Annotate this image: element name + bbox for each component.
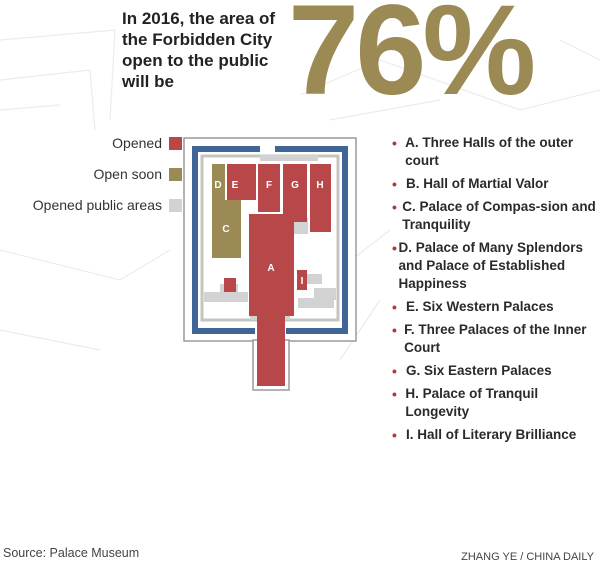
bullet-icon: •: [392, 386, 397, 402]
public-area: [302, 274, 322, 284]
key-text: I. Hall of Literary Brilliance: [406, 427, 577, 442]
bullet-icon: •: [392, 299, 397, 315]
public-area: [298, 298, 334, 308]
region-g: [283, 164, 307, 222]
legend: Opened Open soon Opened public areas: [0, 134, 182, 227]
region-a-south: [257, 316, 285, 386]
bullet-icon: •: [392, 427, 397, 443]
bullet-icon: •: [392, 199, 397, 215]
list-item: • H. Palace of Tranquil Longevity: [392, 385, 597, 421]
map-label-e: E: [232, 180, 239, 191]
legend-swatch-opened: [169, 136, 182, 150]
moat-wall: [192, 328, 255, 334]
legend-label: Opened: [112, 135, 162, 151]
moat-wall: [192, 146, 260, 152]
bullet-icon: •: [392, 322, 397, 338]
moat-wall: [286, 328, 348, 334]
credit-line: ZHANG YE / CHINA DAILY: [461, 551, 594, 563]
region-c: [212, 200, 241, 258]
list-item: • G. Six Eastern Palaces: [392, 362, 597, 380]
bullet-icon: •: [392, 135, 397, 151]
region-a: [249, 214, 294, 316]
key-text: A. Three Halls of the outer court: [405, 135, 574, 168]
key-text: B. Hall of Martial Valor: [406, 176, 549, 191]
region-e: [227, 164, 256, 200]
list-item: • C. Palace of Compas-sion and Tranquili…: [392, 198, 597, 234]
region-i: [297, 270, 307, 290]
bullet-icon: •: [392, 176, 397, 192]
key-text: G. Six Eastern Palaces: [406, 363, 552, 378]
moat-wall: [275, 146, 348, 152]
region-h: [310, 164, 331, 232]
list-item: • A. Three Halls of the outer court: [392, 134, 597, 170]
list-item: • F. Three Palaces of the Inner Court: [392, 321, 597, 357]
legend-label: Opened public areas: [32, 197, 162, 213]
map-label-g: G: [291, 180, 299, 191]
map-label-h: H: [316, 180, 323, 191]
legend-item-public-areas: Opened public areas: [0, 196, 182, 214]
headline: In 2016, the area of the Forbidden City …: [122, 9, 276, 91]
map-label-a: A: [267, 263, 274, 274]
map-label-f: F: [266, 180, 272, 191]
bullet-icon: •: [392, 363, 397, 379]
map-label-c: C: [222, 224, 229, 235]
moat-wall: [342, 146, 348, 334]
list-item: • I. Hall of Literary Brilliance: [392, 426, 597, 444]
list-item: • D. Palace of Many Splendors and Palace…: [392, 239, 597, 293]
forbidden-city-map: A B C D E F G H I: [183, 137, 357, 391]
legend-item-open-soon: Open soon: [0, 165, 182, 183]
map-label-d: D: [214, 180, 221, 191]
key-text: D. Palace of Many Splendors and Palace o…: [398, 240, 584, 291]
legend-swatch-public-areas: [169, 198, 182, 212]
bullet-icon: •: [392, 240, 397, 256]
region-b: [224, 278, 236, 292]
key-text: F. Three Palaces of the Inner Court: [404, 322, 587, 355]
region-f: [258, 164, 280, 212]
key-text: E. Six Western Palaces: [406, 299, 554, 314]
legend-item-opened: Opened: [0, 134, 182, 152]
legend-label: Open soon: [93, 166, 163, 182]
key-text: H. Palace of Tranquil Longevity: [405, 386, 539, 419]
list-item: • B. Hall of Martial Valor: [392, 175, 597, 193]
region-d: [212, 164, 225, 200]
headline-percentage: 76%: [288, 0, 536, 122]
map-label-b: B: [226, 281, 233, 292]
public-area: [260, 155, 318, 161]
moat-wall: [192, 146, 198, 334]
key-list: • A. Three Halls of the outer court • B.…: [392, 134, 597, 449]
map-label-i: I: [301, 276, 304, 287]
key-text: C. Palace of Compas-sion and Tranquility: [402, 199, 596, 232]
source-note: Source: Palace Museum: [3, 546, 140, 560]
legend-swatch-open-soon: [169, 167, 182, 181]
public-area: [314, 288, 336, 300]
public-area: [204, 292, 248, 302]
list-item: • E. Six Western Palaces: [392, 298, 597, 316]
